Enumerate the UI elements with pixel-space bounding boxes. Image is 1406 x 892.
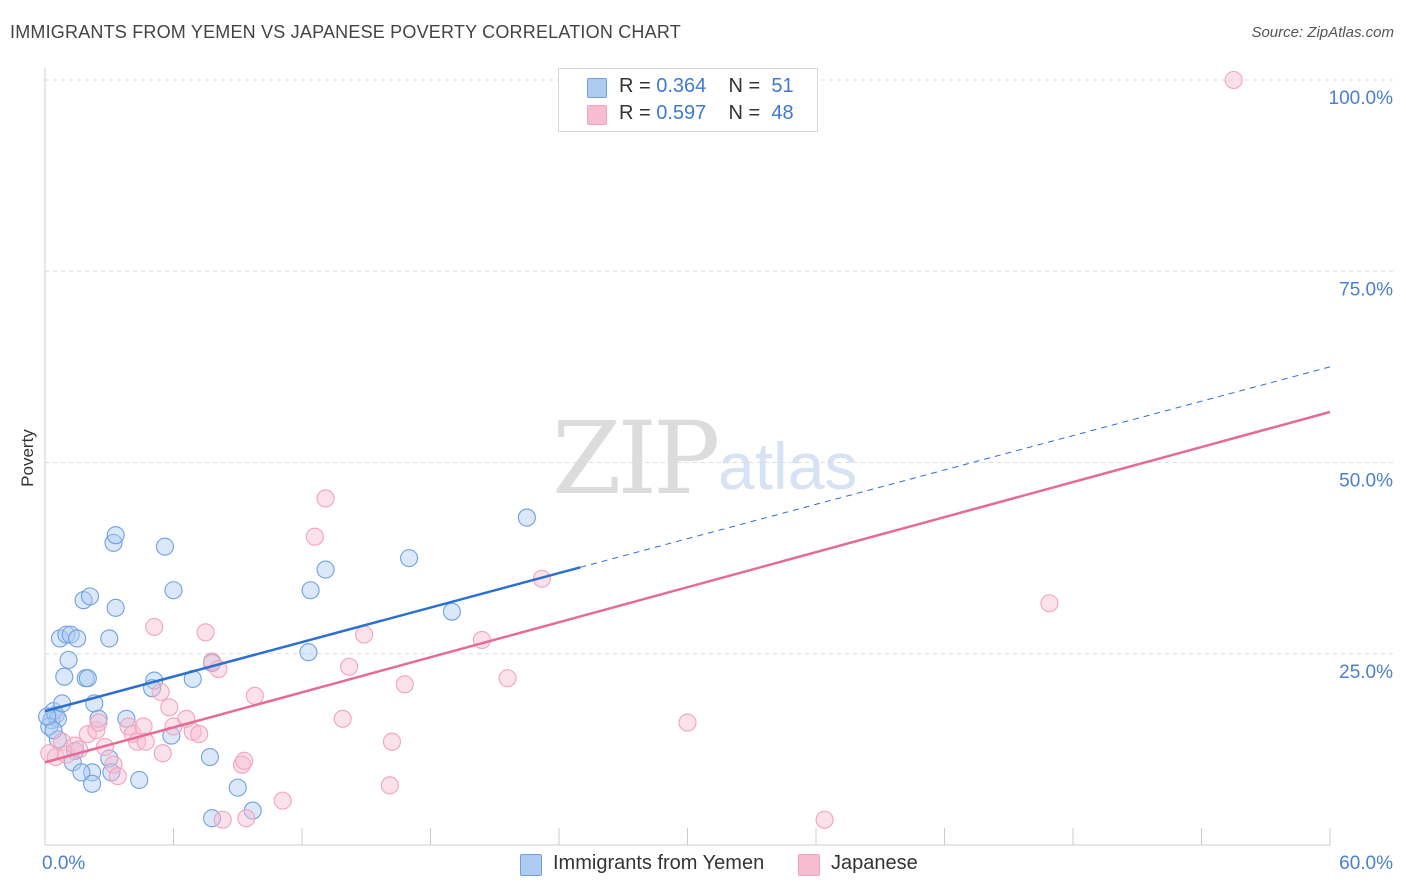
watermark-zip: ZIP bbox=[552, 400, 720, 517]
trend-lines bbox=[44, 366, 1331, 764]
axis-labels: 25.0% 50.0% 75.0% 100.0% 0.0% 60.0% Poverty bbox=[18, 88, 1393, 874]
data-point-japanese bbox=[245, 686, 264, 705]
data-point-yemen bbox=[228, 778, 247, 797]
trend-line-japanese bbox=[44, 410, 1331, 764]
data-point-yemen bbox=[106, 526, 125, 545]
data-point-yemen bbox=[83, 774, 102, 793]
trend-line-yemen bbox=[44, 566, 581, 713]
data-point-yemen bbox=[55, 667, 74, 686]
data-point-yemen bbox=[78, 669, 97, 688]
data-point-japanese bbox=[340, 657, 359, 676]
data-point-yemen bbox=[316, 560, 335, 579]
data-point-japanese bbox=[190, 725, 209, 744]
data-point-japanese bbox=[237, 809, 256, 828]
data-point-yemen bbox=[100, 629, 119, 648]
data-point-yemen bbox=[243, 801, 262, 820]
data-point-japanese bbox=[316, 489, 335, 508]
data-point-japanese bbox=[395, 675, 414, 694]
trend-line-yemen-extension bbox=[580, 366, 1331, 568]
y-tick-label: 25.0% bbox=[1339, 662, 1393, 683]
data-point-japanese bbox=[333, 709, 352, 728]
data-point-yemen bbox=[89, 709, 108, 728]
data-point-japanese bbox=[273, 791, 292, 810]
bottom-legend-swatch-japanese bbox=[798, 854, 820, 876]
y-axis-label: Poverty bbox=[18, 429, 37, 487]
legend-n-value: 48 bbox=[771, 102, 794, 124]
data-point-japanese bbox=[160, 698, 179, 717]
data-point-japanese bbox=[134, 717, 153, 736]
y-tick-label: 75.0% bbox=[1339, 279, 1393, 300]
data-point-japanese bbox=[153, 744, 172, 763]
legend-r-label: R = bbox=[619, 102, 657, 124]
gridlines bbox=[45, 79, 1395, 655]
data-point-japanese bbox=[104, 755, 123, 774]
data-point-yemen bbox=[117, 709, 136, 728]
legend-r-value: 0.364 bbox=[656, 75, 707, 97]
data-point-yemen bbox=[517, 508, 536, 527]
data-point-japanese bbox=[151, 682, 170, 702]
legend-n-value: 51 bbox=[771, 75, 794, 97]
data-point-yemen bbox=[301, 581, 320, 600]
bottom-legend-label-yemen: Immigrants from Yemen bbox=[553, 852, 765, 874]
data-point-yemen bbox=[57, 625, 76, 644]
data-point-japanese bbox=[108, 767, 127, 786]
legend-text-yemen: R = 0.364 N = 51 bbox=[619, 75, 794, 98]
watermark-atlas: atlas bbox=[718, 429, 858, 503]
legend-swatch-yemen bbox=[587, 78, 607, 98]
data-point-japanese bbox=[213, 810, 232, 829]
data-point-yemen bbox=[130, 770, 149, 790]
data-point-japanese bbox=[196, 623, 215, 642]
legend-r-label: R = bbox=[619, 75, 657, 97]
chart-title: IMMIGRANTS FROM YEMEN VS JAPANESE POVERT… bbox=[10, 22, 681, 42]
legend-n-label: N = bbox=[728, 75, 766, 97]
data-point-japanese bbox=[235, 751, 254, 770]
data-point-japanese bbox=[382, 732, 402, 751]
data-point-yemen bbox=[164, 581, 183, 600]
correlation-legend: R = 0.364 N = 51 R = 0.597 N = 48 bbox=[558, 68, 818, 132]
bottom-legend-swatch-yemen bbox=[520, 854, 542, 876]
data-point-japanese bbox=[380, 776, 399, 795]
data-point-japanese bbox=[1224, 70, 1243, 90]
data-point-japanese bbox=[89, 713, 108, 732]
chart-source: Source: ZipAtlas.com bbox=[1251, 24, 1394, 41]
y-tick-label: 50.0% bbox=[1339, 471, 1393, 492]
legend-r-value: 0.597 bbox=[656, 102, 707, 124]
data-point-yemen bbox=[106, 598, 125, 617]
data-point-yemen bbox=[299, 643, 318, 662]
data-point-yemen bbox=[38, 707, 57, 726]
data-point-yemen bbox=[68, 629, 87, 648]
x-tick-label: 60.0% bbox=[1339, 853, 1393, 874]
data-point-japanese bbox=[78, 725, 97, 744]
legend-text-japanese: R = 0.597 N = 48 bbox=[619, 102, 794, 125]
data-point-japanese bbox=[145, 617, 164, 637]
data-point-yemen bbox=[104, 533, 123, 552]
data-point-yemen bbox=[59, 650, 78, 669]
x-tick-label: 0.0% bbox=[42, 853, 85, 874]
y-tick-label: 100.0% bbox=[1329, 88, 1394, 109]
data-point-japanese bbox=[815, 810, 834, 829]
data-point-japanese bbox=[87, 721, 106, 740]
legend-n-label: N = bbox=[728, 102, 766, 124]
legend-swatch-japanese bbox=[587, 105, 607, 125]
data-point-japanese bbox=[1040, 594, 1059, 613]
data-point-yemen bbox=[72, 763, 91, 782]
bottom-legend-label-japanese: Japanese bbox=[831, 852, 918, 874]
data-point-yemen bbox=[80, 587, 100, 606]
data-point-yemen bbox=[400, 549, 419, 568]
data-point-japanese bbox=[305, 527, 324, 546]
data-point-yemen bbox=[200, 747, 219, 767]
data-point-yemen bbox=[442, 602, 461, 621]
data-point-yemen bbox=[155, 537, 174, 556]
data-point-yemen bbox=[53, 694, 72, 713]
data-point-japanese bbox=[136, 732, 155, 751]
data-point-japanese bbox=[498, 669, 517, 688]
data-point-japanese bbox=[355, 625, 374, 644]
data-point-japanese bbox=[678, 713, 697, 732]
